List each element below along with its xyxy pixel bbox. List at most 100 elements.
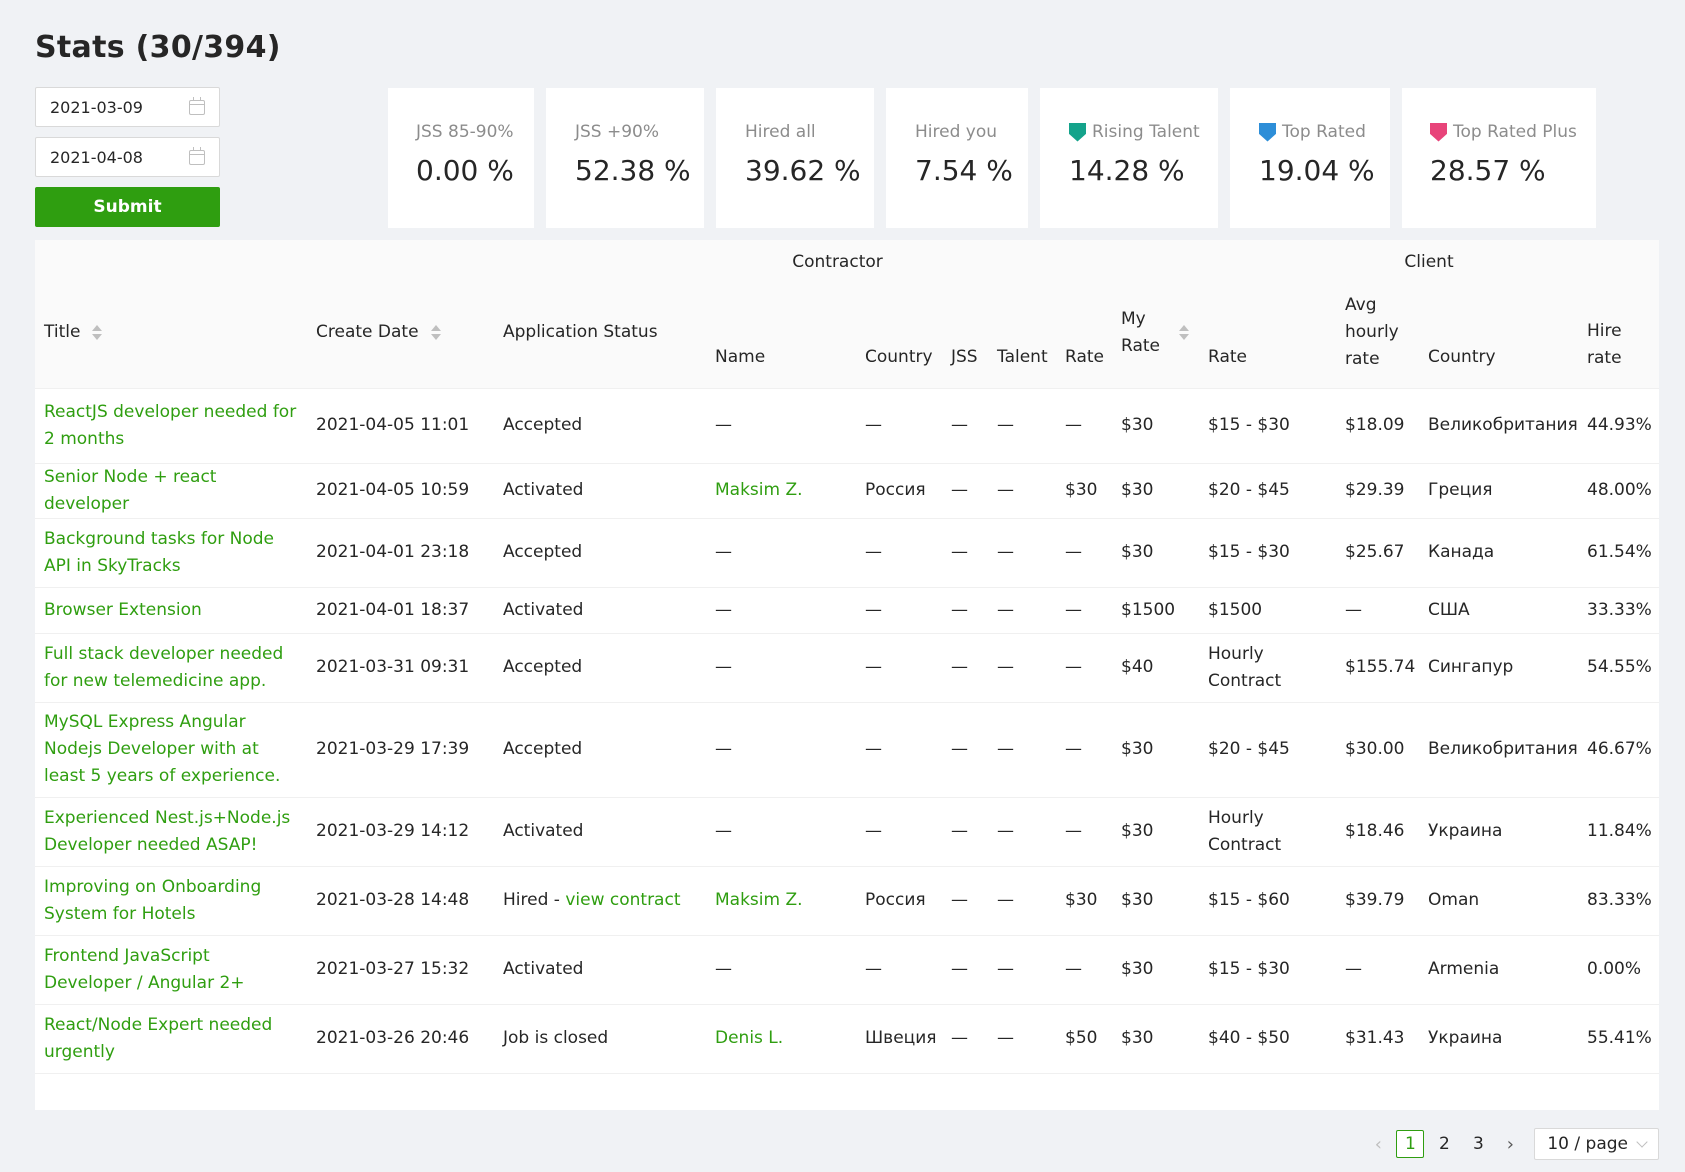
stat-card-jss-85-90: JSS 85-90% 0.00 % [388,88,534,228]
stat-label: Hired you [915,122,998,142]
contractor-rate: — [1056,935,1112,1005]
job-title[interactable]: Improving on Onboarding System for Hotel… [35,866,307,936]
client-rate: $20 - $45 [1199,463,1336,519]
job-title-link[interactable]: Improving on Onboarding System for Hotel… [44,876,262,924]
calendar-icon [189,146,205,165]
contractor-talent: — [988,587,1056,634]
job-title[interactable]: ReactJS developer needed for 2 months [35,388,307,464]
contractor-name[interactable]: Maksim Z. [706,866,856,936]
job-title[interactable]: Background tasks for Node API in SkyTrac… [35,518,307,588]
job-title[interactable]: Browser Extension [35,587,307,634]
application-status: Accepted [494,702,706,798]
table-row: Background tasks for Node API in SkyTrac… [35,518,1660,588]
job-title-link[interactable]: React/Node Expert needed urgently [44,1014,273,1062]
create-date: 2021-04-01 23:18 [307,518,494,588]
view-contract-link[interactable]: view contract [565,890,681,910]
my-rate: $30 [1112,388,1199,464]
client-hire-rate: 55.41% [1578,1004,1660,1074]
job-title-link[interactable]: Full stack developer needed for new tele… [44,643,284,691]
client-rate: $20 - $45 [1199,702,1336,798]
application-status: Activated [494,587,706,634]
client-rate: $15 - $60 [1199,866,1336,936]
sort-icon[interactable] [430,325,441,341]
job-title-link[interactable]: Frontend JavaScript Developer / Angular … [44,945,245,993]
stat-card-jss-90-plus: JSS +90% 52.38 % [546,88,704,228]
client-country: Великобритания [1419,388,1578,464]
job-title-link[interactable]: ReactJS developer needed for 2 months [44,401,297,449]
client-hire-rate: 44.93% [1578,388,1660,464]
client-avg-hourly-rate: $31.43 [1336,1004,1419,1074]
my-rate: $30 [1112,1004,1199,1074]
job-title-link[interactable]: Senior Node + react developer [44,466,217,514]
stat-card-hired-all: Hired all 39.62 % [716,88,874,228]
create-date: 2021-03-29 14:12 [307,797,494,867]
col-title[interactable]: Title [35,278,307,389]
contractor-name-link[interactable]: Maksim Z. [715,890,803,910]
stat-value: 39.62 % [745,154,861,187]
stat-value: 7.54 % [915,154,1013,187]
filter-panel: 2021-03-09 2021-04-08 Submit [35,87,220,227]
contractor-name-link[interactable]: Maksim Z. [715,480,803,500]
sort-icon[interactable] [1179,325,1189,341]
applications-table: Contractor Client Title Create Date Appl… [35,240,1660,1110]
table-row: MySQL Express Angular Nodejs Developer w… [35,702,1660,798]
contractor-country: Швеция [856,1004,942,1074]
col-my-rate[interactable]: My Rate [1112,278,1199,389]
submit-button[interactable]: Submit [35,187,220,227]
job-title[interactable]: Full stack developer needed for new tele… [35,633,307,703]
stat-card-hired-you: Hired you 7.54 % [886,88,1028,228]
stat-value: 14.28 % [1069,154,1185,187]
stat-label: JSS 85-90% [416,122,514,142]
contractor-talent: — [988,702,1056,798]
client-avg-hourly-rate: — [1336,935,1419,1005]
chevron-down-icon [1636,1136,1648,1148]
contractor-rate: — [1056,518,1112,588]
contractor-name[interactable]: Maksim Z. [706,463,856,519]
job-title[interactable]: Senior Node + react developer [35,463,307,519]
contractor-jss: — [942,388,988,464]
job-title[interactable]: Frontend JavaScript Developer / Angular … [35,935,307,1005]
stat-label: Top Rated Plus [1453,122,1577,142]
top-rated-badge-icon [1259,122,1276,142]
page-size-select[interactable]: 10 / page [1534,1128,1659,1160]
contractor-name: — [706,587,856,634]
job-title[interactable]: MySQL Express Angular Nodejs Developer w… [35,702,307,798]
table-row: Experienced Nest.js+Node.js Developer ne… [35,797,1660,867]
date-from-value: 2021-03-09 [50,97,143,117]
client-country: Великобритания [1419,702,1578,798]
col-create-date[interactable]: Create Date [307,278,494,389]
page-2[interactable]: 2 [1438,1134,1450,1154]
job-title[interactable]: Experienced Nest.js+Node.js Developer ne… [35,797,307,867]
application-status: Activated [494,935,706,1005]
stat-card-rising-talent: Rising Talent 14.28 % [1040,88,1218,228]
date-to-picker[interactable]: 2021-04-08 [35,137,220,177]
contractor-jss: — [942,935,988,1005]
job-title-link[interactable]: Background tasks for Node API in SkyTrac… [44,528,275,576]
client-avg-hourly-rate: $29.39 [1336,463,1419,519]
stat-label: Hired all [745,122,816,142]
job-title-link[interactable]: MySQL Express Angular Nodejs Developer w… [44,712,281,786]
sort-icon[interactable] [92,325,103,341]
job-title-link[interactable]: Experienced Nest.js+Node.js Developer ne… [44,807,291,855]
prev-page-icon[interactable]: ‹ [1374,1133,1382,1155]
contractor-rate: $30 [1056,463,1112,519]
page-3[interactable]: 3 [1472,1134,1484,1154]
create-date: 2021-04-01 18:37 [307,587,494,634]
contractor-country: — [856,633,942,703]
contractor-name[interactable]: Denis L. [706,1004,856,1074]
client-hire-rate: 11.84% [1578,797,1660,867]
my-rate: $40 [1112,633,1199,703]
date-from-picker[interactable]: 2021-03-09 [35,87,220,127]
client-hire-rate: 33.33% [1578,587,1660,634]
client-avg-hourly-rate: $30.00 [1336,702,1419,798]
client-avg-hourly-rate: $18.09 [1336,388,1419,464]
col-client-country: Country [1419,278,1578,389]
create-date: 2021-03-31 09:31 [307,633,494,703]
next-page-icon[interactable]: › [1506,1133,1514,1155]
job-title[interactable]: React/Node Expert needed urgently [35,1004,307,1074]
table-row: Improving on Onboarding System for Hotel… [35,866,1660,936]
job-title-link[interactable]: Browser Extension [44,599,202,620]
contractor-name: — [706,935,856,1005]
contractor-name-link[interactable]: Denis L. [715,1028,784,1048]
page-1[interactable]: 1 [1396,1130,1425,1158]
